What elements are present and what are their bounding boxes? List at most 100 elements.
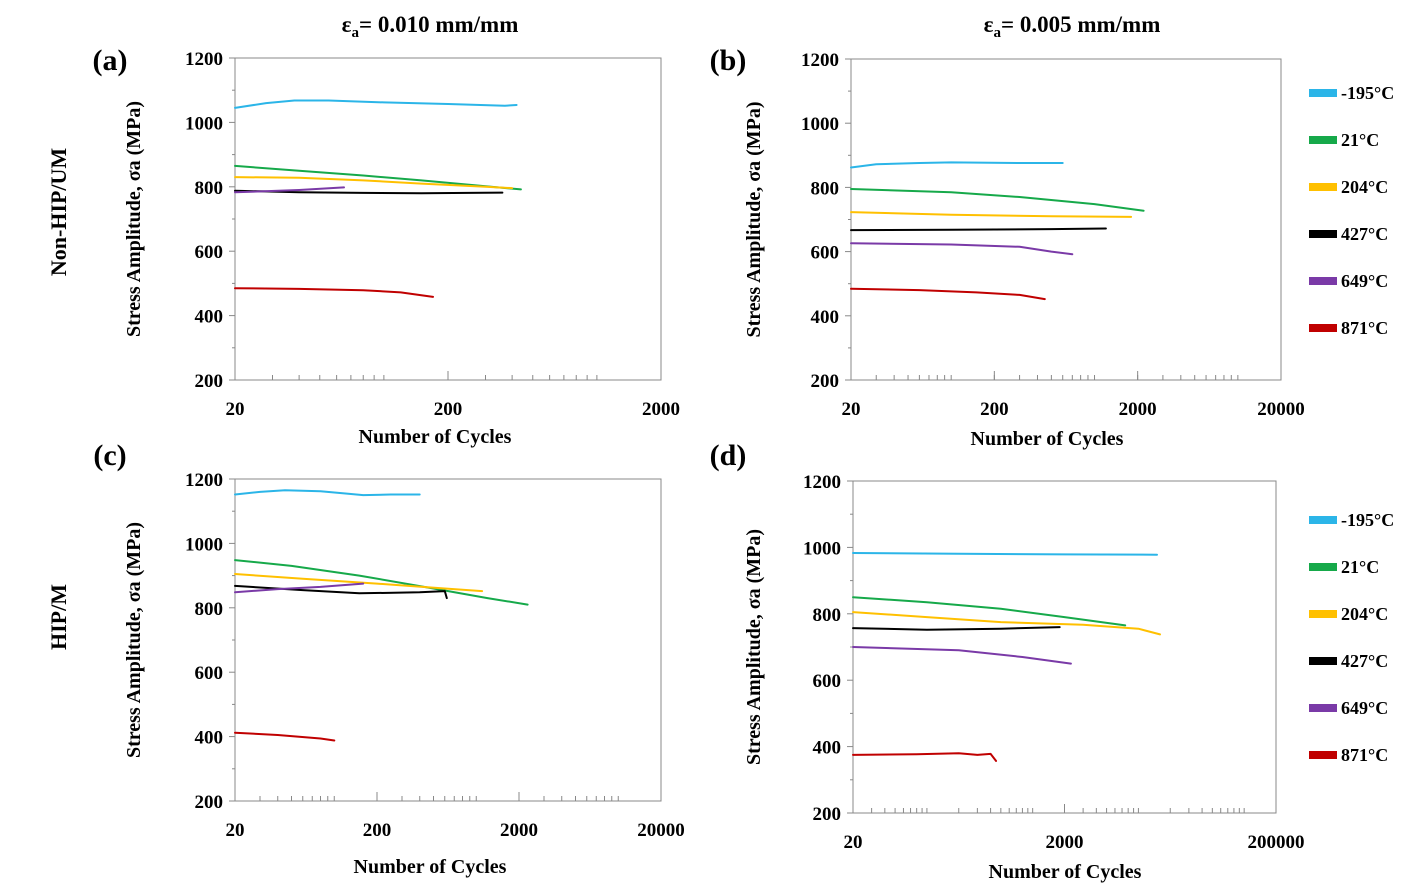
series-line — [852, 596, 1127, 627]
y-tick-label: 600 — [813, 671, 842, 692]
x-tick-label: 20 — [842, 399, 861, 420]
legend-swatch — [1309, 230, 1337, 238]
x-axis-label: Number of Cycles — [971, 428, 1124, 450]
legend-swatch — [1309, 516, 1337, 524]
legend-swatch — [1309, 183, 1337, 191]
y-tick-label: 1200 — [801, 50, 839, 71]
y-axis-label: Stress Amplitude, σa (MPa) — [743, 101, 765, 337]
y-tick-label: 600 — [195, 663, 224, 684]
y-tick-label: 1000 — [803, 538, 841, 559]
y-tick-label: 800 — [813, 605, 842, 626]
y-tick-label: 200 — [811, 371, 840, 392]
y-tick-label: 800 — [195, 178, 224, 199]
y-tick-label: 400 — [813, 738, 842, 759]
column-label: εa= 0.010 mm/mm — [342, 12, 519, 41]
legend-label: 649°C — [1341, 271, 1388, 291]
y-tick-label: 800 — [195, 599, 224, 620]
series-line — [850, 287, 1046, 301]
legend-label: 427°C — [1341, 224, 1388, 244]
plot-frame — [234, 57, 662, 381]
legend-swatch — [1309, 324, 1337, 332]
x-tick-label: 20 — [226, 399, 245, 420]
x-tick-label: 2000 — [1119, 399, 1157, 420]
legend-label: 204°C — [1341, 177, 1388, 197]
panel-label: (d) — [710, 439, 747, 472]
panel: (d) 200 400 600 800 1000 1200 20 2000 200000 Numbe… — [710, 439, 1305, 883]
y-tick-label: 1000 — [801, 114, 839, 135]
series-line — [234, 559, 529, 606]
legend-swatch — [1309, 277, 1337, 285]
legend-label: -195°C — [1341, 83, 1394, 103]
series-line — [234, 189, 504, 195]
x-axis-label: Number of Cycles — [989, 861, 1142, 883]
series-line — [852, 611, 1161, 636]
series-line — [852, 552, 1158, 556]
y-tick-label: 1200 — [185, 470, 223, 491]
x-tick-label: 2000 — [642, 399, 680, 420]
legend-swatch — [1309, 751, 1337, 759]
legend-swatch — [1309, 563, 1337, 571]
x-tick-label: 200000 — [1248, 832, 1305, 853]
y-tick-label: 400 — [811, 307, 840, 328]
series-line — [234, 582, 365, 594]
panel-label: (c) — [93, 439, 126, 472]
panel-label: (a) — [93, 44, 128, 77]
series-line — [234, 287, 434, 298]
series-line — [234, 573, 484, 593]
series-line — [850, 242, 1074, 256]
legend: -195°C 21°C 204°C 427°C 649°C 871°C — [1309, 83, 1394, 338]
y-tick-label: 1200 — [185, 49, 223, 70]
series-line — [234, 186, 345, 194]
x-tick-label: 20 — [226, 820, 245, 841]
y-tick-label: 200 — [195, 792, 224, 813]
legend-swatch — [1309, 657, 1337, 665]
y-axis-label: Stress Amplitude, σa (MPa) — [123, 522, 145, 758]
series-line — [850, 211, 1133, 218]
y-tick-label: 800 — [811, 178, 840, 199]
y-tick-label: 400 — [195, 728, 224, 749]
series-line — [850, 161, 1064, 169]
x-tick-label: 200 — [363, 820, 392, 841]
series-line — [234, 99, 518, 109]
series-line — [234, 584, 448, 600]
legend-swatch — [1309, 136, 1337, 144]
series-line — [850, 188, 1145, 212]
series-line — [852, 646, 1072, 665]
row-label: HIP/M — [46, 584, 71, 650]
x-tick-label: 2000 — [500, 820, 538, 841]
series-line — [852, 752, 997, 762]
legend-label: 871°C — [1341, 745, 1388, 765]
legend-label: 21°C — [1341, 130, 1379, 150]
x-tick-label: 20000 — [1257, 399, 1305, 420]
legend-label: 871°C — [1341, 318, 1388, 338]
legend-label: 427°C — [1341, 651, 1388, 671]
y-axis-label: Stress Amplitude, σa (MPa) — [123, 101, 145, 337]
x-tick-label: 200 — [980, 399, 1009, 420]
plot-frame — [852, 480, 1277, 814]
legend-label: 21°C — [1341, 557, 1379, 577]
series-line — [234, 176, 514, 190]
x-axis-label: Number of Cycles — [354, 856, 507, 878]
legend-label: 204°C — [1341, 604, 1388, 624]
legend-swatch — [1309, 89, 1337, 97]
y-tick-label: 200 — [195, 371, 224, 392]
y-tick-label: 200 — [813, 804, 842, 825]
y-tick-label: 400 — [195, 307, 224, 328]
plot-frame — [234, 478, 662, 802]
y-tick-label: 600 — [195, 242, 224, 263]
series-line — [850, 227, 1107, 232]
x-tick-label: 2000 — [1046, 832, 1084, 853]
column-label: εa= 0.005 mm/mm — [984, 12, 1161, 41]
series-line — [852, 626, 1061, 631]
y-tick-label: 1000 — [185, 534, 223, 555]
x-tick-label: 20 — [844, 832, 863, 853]
y-tick-label: 600 — [811, 243, 840, 264]
x-tick-label: 20000 — [637, 820, 685, 841]
legend-label: 649°C — [1341, 698, 1388, 718]
legend-swatch — [1309, 610, 1337, 618]
series-line — [234, 731, 336, 742]
